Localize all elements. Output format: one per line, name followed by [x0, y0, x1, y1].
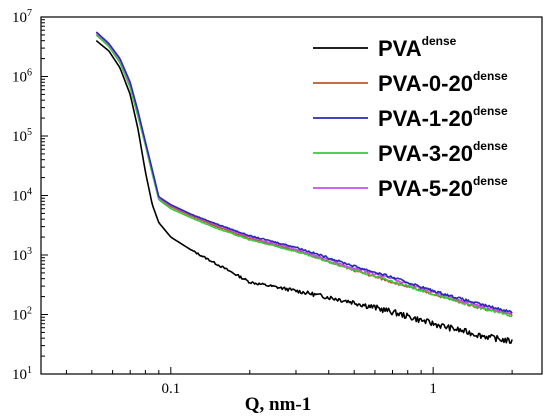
series-line — [95, 40, 513, 344]
series-line — [95, 34, 513, 318]
legend-label: PVA-5-20dense — [378, 174, 508, 201]
x-tick-label: 0.1 — [161, 381, 180, 397]
y-tick-label: 105 — [12, 127, 32, 145]
series-line — [95, 31, 513, 314]
x-axis-title: Q, nm-1 — [245, 394, 312, 415]
y-tick-label: 107 — [12, 8, 32, 26]
y-tick-label: 102 — [12, 306, 32, 324]
x-axis-ticks: 0.1 1 — [65, 367, 513, 397]
series-layer — [95, 31, 513, 344]
legend-label: PVA-0-20dense — [378, 69, 508, 96]
x-tick-label: 1 — [429, 381, 437, 397]
legend-label: PVAdense — [378, 34, 457, 61]
y-axis-ticks: 101 102 103 104 105 106 107 — [12, 8, 48, 383]
y-tick-label: 106 — [12, 68, 32, 86]
y-tick-label: 104 — [12, 187, 32, 205]
legend-label: PVA-1-20dense — [378, 104, 508, 131]
y-tick-label: 101 — [12, 365, 32, 383]
legend: PVAdense PVA-0-20dense PVA-1-20dense PVA-3-… — [313, 34, 508, 201]
y-tick-label: 103 — [12, 246, 32, 264]
legend-label: PVA-3-20dense — [378, 139, 508, 166]
